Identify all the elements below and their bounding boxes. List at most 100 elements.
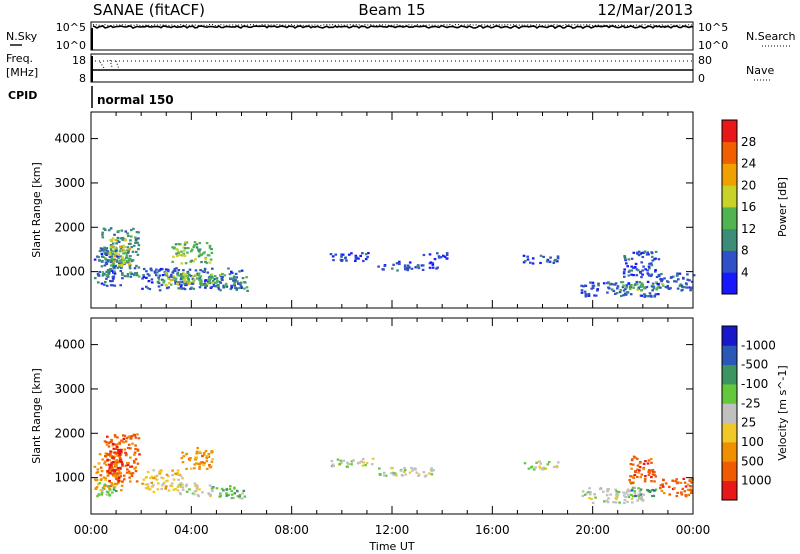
power-cell: [157, 285, 161, 288]
velocity-cell: [618, 501, 621, 504]
velocity-ytick-label: 2000: [54, 426, 85, 440]
velocity-cell: [160, 484, 164, 487]
velocity-cell: [689, 488, 693, 491]
velocity-cell: [121, 480, 124, 483]
velocity-cell: [552, 465, 556, 469]
velocity-cell: [593, 493, 596, 496]
velocity-cell: [336, 458, 340, 461]
power-colorbar-swatch: [722, 272, 737, 295]
power-cell: [639, 284, 643, 287]
velocity-cell: [179, 482, 183, 485]
power-cell: [621, 286, 625, 289]
power-cell: [217, 286, 220, 289]
power-colorbar-label: Power [dB]: [776, 177, 789, 237]
velocity-cell: [170, 482, 174, 485]
power-cell: [117, 253, 120, 256]
velocity-panel: [90, 317, 694, 515]
velocity-cell: [107, 445, 111, 448]
power-cell: [230, 270, 233, 273]
velocity-cell: [189, 457, 192, 460]
velocity-cell: [659, 484, 663, 487]
power-cell: [167, 277, 170, 280]
velocity-cell: [192, 493, 196, 496]
power-cell: [123, 258, 126, 261]
power-cell: [630, 273, 633, 276]
power-cell: [397, 262, 400, 265]
power-cell: [632, 266, 635, 269]
power-cell: [584, 292, 588, 296]
velocity-cell: [114, 459, 117, 462]
power-cell: [135, 271, 139, 275]
velocity-cell: [628, 478, 631, 482]
velocity-cell: [115, 462, 119, 465]
velocity-cell: [391, 466, 394, 470]
power-cell: [123, 239, 127, 242]
power-cell: [392, 263, 395, 266]
velocity-cell: [630, 489, 634, 492]
power-colorbar-tick: 8: [741, 244, 749, 258]
power-cell: [354, 259, 357, 262]
power-cell: [243, 281, 246, 284]
power-colorbar-swatch: [722, 228, 737, 251]
power-cell: [117, 262, 121, 265]
power-cell: [183, 282, 186, 285]
velocity-cell: [144, 476, 148, 479]
power-cell: [583, 290, 587, 293]
velocity-cell: [688, 478, 692, 481]
power-cell: [125, 256, 128, 259]
velocity-cell: [125, 437, 129, 440]
velocity-colorbar-frame: [721, 325, 738, 501]
velocity-cell: [411, 469, 414, 472]
power-cell: [421, 264, 425, 267]
power-cell: [623, 275, 626, 278]
velocity-cell: [95, 478, 99, 481]
velocity-scatter: [93, 433, 694, 505]
power-cell: [113, 284, 117, 287]
velocity-cell: [233, 487, 236, 490]
power-cell: [611, 283, 614, 286]
velocity-cell: [127, 470, 131, 473]
velocity-cell: [120, 461, 124, 464]
velocity-cell: [118, 471, 122, 474]
velocity-cell: [628, 490, 631, 493]
velocity-cell: [636, 464, 640, 467]
velocity-cell: [542, 467, 545, 470]
power-cell: [198, 286, 202, 289]
velocity-cell: [136, 448, 140, 451]
power-cell: [640, 294, 644, 297]
power-cell: [121, 256, 124, 259]
power-cell: [192, 280, 195, 283]
power-cell: [377, 265, 380, 268]
power-cell: [120, 266, 123, 269]
power-cell: [106, 271, 109, 274]
power-cell: [669, 287, 672, 290]
velocity-cell: [115, 447, 118, 450]
power-cell: [104, 280, 107, 284]
power-cell: [153, 270, 157, 273]
power-cell: [629, 286, 632, 289]
velocity-cell: [647, 473, 651, 476]
power-cell: [109, 284, 113, 287]
power-cell: [111, 250, 115, 253]
power-colorbar-tick: 20: [741, 178, 756, 192]
velocity-ytick-label: 4000: [54, 338, 85, 352]
power-cell: [644, 268, 647, 271]
power-cell: [681, 285, 684, 288]
velocity-ytick-label: 1000: [54, 471, 85, 485]
power-cell: [642, 251, 646, 254]
power-cell: [164, 271, 168, 274]
velocity-cell: [637, 497, 641, 500]
velocity-cell: [642, 462, 646, 465]
power-cell: [211, 281, 214, 284]
power-cell: [124, 252, 128, 255]
velocity-cell: [400, 474, 404, 477]
power-cell: [108, 255, 112, 258]
velocity-cell: [629, 475, 632, 478]
velocity-cell: [238, 495, 241, 498]
velocity-cell: [110, 440, 113, 444]
power-cell: [130, 246, 134, 249]
freq-right-tick-bottom: 0: [698, 72, 705, 85]
power-cell: [659, 286, 662, 289]
power-cell: [122, 244, 125, 247]
power-cell: [626, 291, 629, 294]
